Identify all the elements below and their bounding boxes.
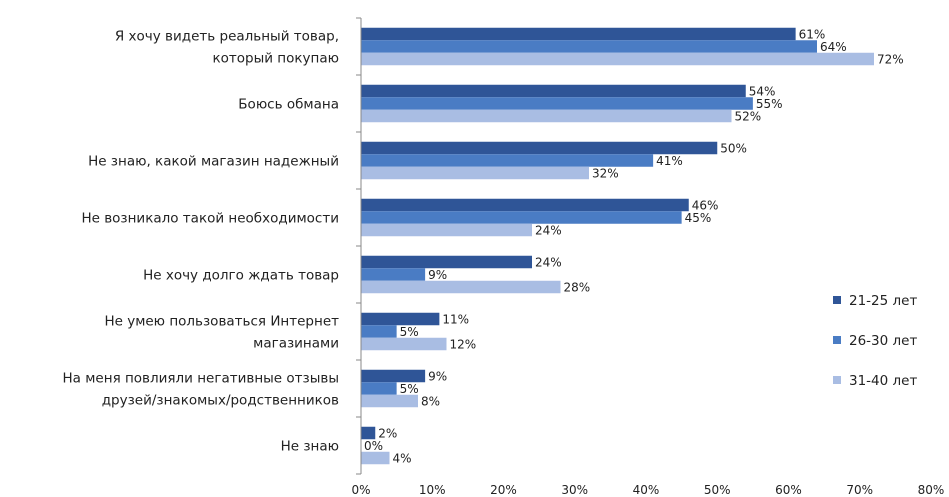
bar xyxy=(361,166,589,180)
data-label: 61% xyxy=(799,27,826,41)
category-label: Я хочу видеть реальный товар, который пок… xyxy=(115,29,339,67)
data-label: 2% xyxy=(378,426,397,440)
x-tick-label: 10% xyxy=(419,483,446,497)
data-label: 24% xyxy=(535,255,562,269)
data-label: 12% xyxy=(450,337,477,351)
data-label: 9% xyxy=(428,268,447,282)
legend-swatch xyxy=(833,296,841,304)
x-tick-labels: 0% 10% 20% 30% 40% 50% 60% 70% 80% xyxy=(351,483,944,497)
data-label: 41% xyxy=(656,154,683,168)
data-label: 54% xyxy=(749,84,776,98)
category-label: На меня повлияли негативные отзывы друзей… xyxy=(63,371,340,409)
data-label: 11% xyxy=(442,312,469,326)
data-label: 5% xyxy=(400,325,419,339)
bar xyxy=(361,255,532,269)
data-label: 4% xyxy=(393,451,412,465)
legend-label: 31-40 лет xyxy=(849,373,917,389)
data-label: 9% xyxy=(428,369,447,383)
bar xyxy=(361,426,376,440)
bar xyxy=(361,40,817,53)
bar xyxy=(361,211,682,224)
x-tick-label: 50% xyxy=(704,483,731,497)
data-label: 45% xyxy=(685,211,712,225)
bar xyxy=(361,280,561,294)
bar xyxy=(361,451,390,465)
bars-layer xyxy=(361,27,874,465)
data-label: 32% xyxy=(592,166,619,180)
x-tick-label: 20% xyxy=(490,483,517,497)
data-label: 55% xyxy=(756,97,783,111)
data-label: 28% xyxy=(564,280,591,294)
bar xyxy=(361,325,397,338)
x-tick-label: 0% xyxy=(351,483,370,497)
x-tick-label: 30% xyxy=(561,483,588,497)
bar xyxy=(361,223,532,237)
legend-swatch xyxy=(833,376,841,384)
bar xyxy=(361,27,796,41)
bar xyxy=(361,312,440,326)
bar xyxy=(361,52,874,66)
bar xyxy=(361,97,753,110)
bar xyxy=(361,109,732,123)
bar xyxy=(361,198,689,212)
data-label: 24% xyxy=(535,223,562,237)
category-label: Не знаю xyxy=(281,439,339,455)
axis-layer xyxy=(356,17,362,475)
data-label: 64% xyxy=(820,40,847,54)
category-label: Боюсь обмана xyxy=(238,97,339,113)
legend-label: 21-25 лет xyxy=(849,293,917,309)
x-tick-label: 70% xyxy=(846,483,873,497)
bar xyxy=(361,84,746,98)
data-label: 8% xyxy=(421,394,440,408)
category-label: Не умею пользоваться Интернет магазинами xyxy=(104,314,339,352)
data-label: 72% xyxy=(877,52,904,66)
x-tick-label: 60% xyxy=(775,483,802,497)
bar xyxy=(361,337,447,351)
data-label: 52% xyxy=(735,109,762,123)
x-tick-label: 80% xyxy=(918,483,945,497)
data-label: 5% xyxy=(400,382,419,396)
legend-label: 26-30 лет xyxy=(849,333,917,349)
category-labels: Я хочу видеть реальный товар, который пок… xyxy=(63,29,340,455)
legend-swatch xyxy=(833,336,841,344)
bar xyxy=(361,141,718,155)
data-label: 0% xyxy=(364,439,383,453)
bar xyxy=(361,382,397,395)
x-tick-label: 40% xyxy=(633,483,660,497)
bar xyxy=(361,268,426,281)
bar xyxy=(361,154,654,167)
category-label: Не знаю, какой магазин надежный xyxy=(88,154,339,170)
data-label: 46% xyxy=(692,198,719,212)
category-label: Не хочу долго ждать товар xyxy=(143,268,339,284)
data-label: 50% xyxy=(720,141,747,155)
bar xyxy=(361,369,426,383)
legend: 21-25 лет 26-30 лет 31-40 лет xyxy=(833,293,917,389)
bar xyxy=(361,394,418,408)
category-label: Не возникало такой необходимости xyxy=(81,211,339,227)
value-labels: 61%64% 72% 54%55%52% 50% 41% 32% 46%45% 24% 24% 9… xyxy=(364,27,904,465)
